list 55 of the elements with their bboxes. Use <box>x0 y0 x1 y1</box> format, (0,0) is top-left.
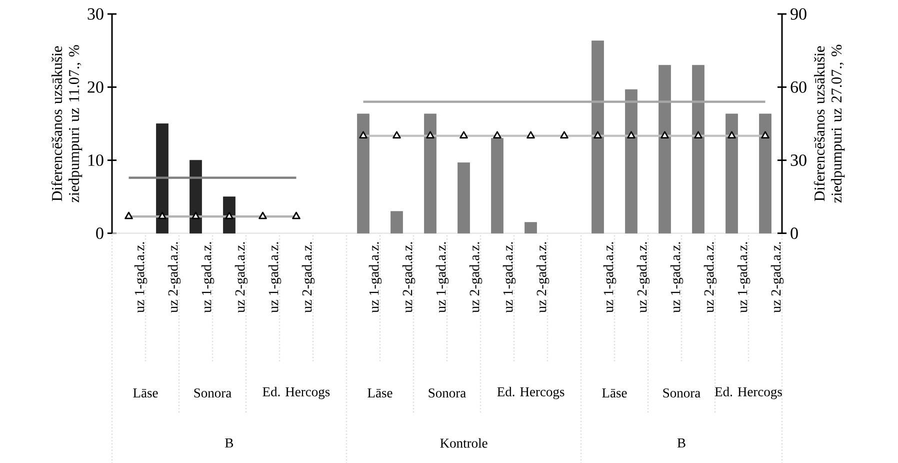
x-tick-label: uz 1-gad.a.z. <box>670 242 684 313</box>
x-tick-label: uz 2-gad.a.z. <box>469 242 482 313</box>
text: Ed. Hercogs <box>497 386 564 400</box>
bar <box>726 114 738 234</box>
text: Ed. Hercogs <box>262 386 330 400</box>
x-tick-label: uz 2-gad.a.z. <box>302 242 315 313</box>
x-tick-label: uz 2-gad.a.z. <box>402 242 416 313</box>
bar <box>658 64 671 234</box>
bar <box>491 138 504 234</box>
x-tick-label: uz 1-gad.a.z. <box>502 242 516 313</box>
text: Sonora <box>663 388 700 398</box>
x-tick-label: uz 2-gad.a.z. <box>636 242 650 313</box>
text: B <box>677 438 686 448</box>
bar <box>223 196 236 234</box>
x-tick-label: uz 2-gad.a.z. <box>168 242 181 313</box>
text: Lāse <box>133 388 158 398</box>
x-tick-label: uz 2-gad.a.z. <box>704 242 717 313</box>
y2-tick-label: 0 <box>790 228 798 240</box>
text: Sonora <box>428 388 466 398</box>
x-tick-label: uz 2-gad.a.z. <box>234 242 248 313</box>
bar <box>190 160 202 234</box>
y-tick-label: 0 <box>96 228 104 240</box>
bar <box>357 114 370 234</box>
x-tick-label: uz 1-gad.a.z. <box>436 242 449 313</box>
text: Lāse <box>602 388 627 398</box>
bar <box>156 123 168 234</box>
y-tick-label: 10 <box>88 154 104 166</box>
x-tick-label: uz 2-gad.a.z. <box>770 242 784 313</box>
bar <box>692 64 704 234</box>
bar <box>759 114 772 234</box>
text: B <box>225 438 234 448</box>
bar <box>625 89 638 234</box>
y2-tick-label: 90 <box>790 8 806 20</box>
y-tick-label: 20 <box>88 81 104 93</box>
x-tick-label: uz 1-gad.a.z. <box>134 242 148 313</box>
bar <box>592 40 604 234</box>
y-tick-label: 30 <box>88 8 104 20</box>
y2-axis-title: Diferencēšanos uzsākušie ziedpumpuri uz 27.07., % <box>814 44 845 203</box>
bar <box>524 222 537 234</box>
text: Lāse <box>368 388 392 398</box>
y2-tick-label: 30 <box>790 154 806 166</box>
bar <box>390 211 403 234</box>
x-tick-label: uz 1-gad.a.z. <box>201 242 214 313</box>
text: Ed. Hercogs <box>714 386 782 400</box>
y2-tick-label: 60 <box>790 81 806 93</box>
text: Sonora <box>194 388 232 398</box>
y-axis-title: Diferencēšanos uzsākušie ziedpumpuri uz 11.07., % <box>51 45 82 202</box>
x-tick-label: uz 1-gad.a.z. <box>737 242 750 313</box>
x-tick-label: uz 2-gad.a.z. <box>536 242 550 313</box>
x-tick-label: uz 1-gad.a.z. <box>368 242 382 313</box>
text: Kontrole <box>440 438 488 448</box>
x-tick-label: uz 1-gad.a.z. <box>268 242 282 313</box>
bar <box>458 162 470 234</box>
bar <box>424 114 436 234</box>
x-tick-label: uz 1-gad.a.z. <box>603 242 616 313</box>
